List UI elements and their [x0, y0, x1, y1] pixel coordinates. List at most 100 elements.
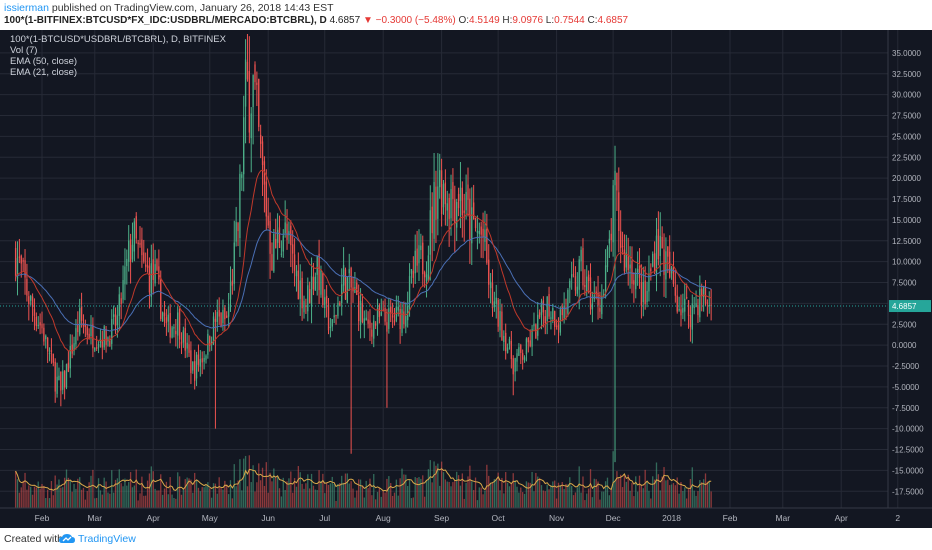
volume-bar — [635, 476, 637, 508]
volume-bar — [386, 478, 388, 508]
time-tick-label: Dec — [606, 513, 622, 523]
candle-body — [582, 248, 584, 286]
volume-bar — [463, 498, 465, 508]
candle-body — [525, 338, 528, 355]
volume-bar — [527, 482, 529, 508]
volume-bar — [629, 490, 631, 508]
volume-bar — [642, 488, 644, 508]
volume-ma-line — [15, 468, 712, 492]
volume-bar — [333, 483, 335, 508]
price-tick-label: -15.0000 — [892, 466, 924, 475]
candle-body — [595, 291, 597, 295]
volume-bar — [335, 500, 337, 508]
volume-bar — [322, 473, 324, 508]
candle-body — [557, 324, 560, 330]
candle-body — [687, 300, 690, 316]
volume-bar — [214, 483, 217, 508]
candle-body — [84, 324, 87, 328]
publish-line: issierman published on TradingView.com, … — [4, 2, 334, 14]
candle-body — [73, 343, 75, 352]
volume-bar — [693, 490, 695, 508]
candle-body — [461, 187, 463, 216]
last-price-badge-text: 4.6857 — [892, 302, 917, 311]
price-axis[interactable]: 35.0000 32.5000 30.0000 27.5000 25.0000 22.50… — [892, 49, 924, 496]
candle-body — [148, 265, 151, 293]
volume-bar — [209, 488, 211, 508]
volume-bar — [474, 477, 477, 508]
volume-bar — [365, 480, 367, 508]
volume-bar — [152, 471, 154, 508]
candle-body — [467, 184, 469, 200]
author-link[interactable]: issierman — [4, 2, 49, 14]
volume-bar — [97, 478, 100, 508]
volume-bar — [548, 489, 550, 508]
volume-bar — [469, 465, 471, 508]
chart-canvas[interactable]: 35.000032.500030.000027.500025.000022.50… — [0, 30, 932, 528]
volume-bar — [678, 493, 680, 508]
price-tick-label: -12.5000 — [892, 446, 924, 455]
volume-bar — [540, 485, 543, 508]
volume-bar — [288, 478, 290, 508]
candle-body — [158, 266, 160, 280]
candle-body — [446, 203, 448, 211]
candle-body — [346, 277, 349, 303]
candle-body — [597, 292, 599, 306]
candle-body — [356, 282, 358, 295]
volume-bar — [499, 490, 501, 508]
volume-bar — [555, 498, 558, 508]
candle-body — [616, 172, 618, 191]
candle-body — [333, 315, 335, 318]
volume-bar — [37, 481, 39, 508]
volume-bar — [538, 477, 541, 508]
candle-body — [212, 316, 215, 344]
candle-body — [335, 315, 337, 317]
chart-area[interactable]: 35.0000 32.5000 30.0000 27.5000 25.0000 22.50… — [0, 30, 932, 528]
candle-body — [527, 337, 529, 343]
volume-bar — [161, 494, 164, 508]
candle-body — [674, 287, 676, 296]
candle-body — [555, 325, 558, 327]
price-tick-label: 12.5000 — [892, 237, 921, 246]
candle-body — [391, 315, 394, 318]
volume-bar — [497, 472, 499, 508]
candle-body — [403, 311, 405, 325]
volume-bar — [248, 455, 251, 508]
candle-body — [94, 348, 96, 351]
candle-body — [86, 326, 88, 335]
candle-body — [427, 255, 430, 281]
volume-bar — [612, 451, 614, 508]
volume-bar — [192, 492, 194, 508]
volume-bar — [646, 481, 648, 508]
candle-body — [114, 314, 117, 327]
volume-bar — [52, 495, 54, 508]
volume-bar — [623, 474, 626, 508]
volume-bar — [384, 492, 386, 508]
candle-body — [565, 308, 567, 310]
volume-bar — [691, 467, 693, 508]
candle-body — [580, 249, 582, 262]
volume-bar — [391, 495, 394, 508]
volume-bar — [704, 473, 707, 508]
candle-body — [103, 326, 105, 348]
time-axis[interactable]: Feb Mar Apr May Jun Jul Aug Sep Oct Nov Dec 2018 Feb… — [35, 513, 901, 523]
tradingview-brand[interactable]: TradingView — [78, 533, 136, 545]
candle-body — [175, 330, 177, 335]
volume-bar — [557, 482, 560, 508]
candle-body — [226, 315, 228, 318]
volume-bar — [173, 497, 175, 508]
volume-bar — [71, 491, 73, 508]
candle-body — [701, 288, 703, 297]
candle-body — [14, 247, 17, 277]
candle-body — [28, 296, 30, 305]
candle-body — [653, 253, 656, 272]
candle-body — [625, 252, 627, 268]
candle-body — [399, 308, 401, 329]
candle-body — [514, 358, 516, 372]
volume-bar — [275, 477, 277, 508]
price-tick-label: 25.0000 — [892, 132, 921, 141]
volume-bar — [184, 479, 186, 508]
volume-bar — [653, 479, 656, 508]
volume-bar — [563, 488, 565, 508]
volume-bar — [601, 491, 603, 508]
candle-body — [241, 174, 243, 178]
